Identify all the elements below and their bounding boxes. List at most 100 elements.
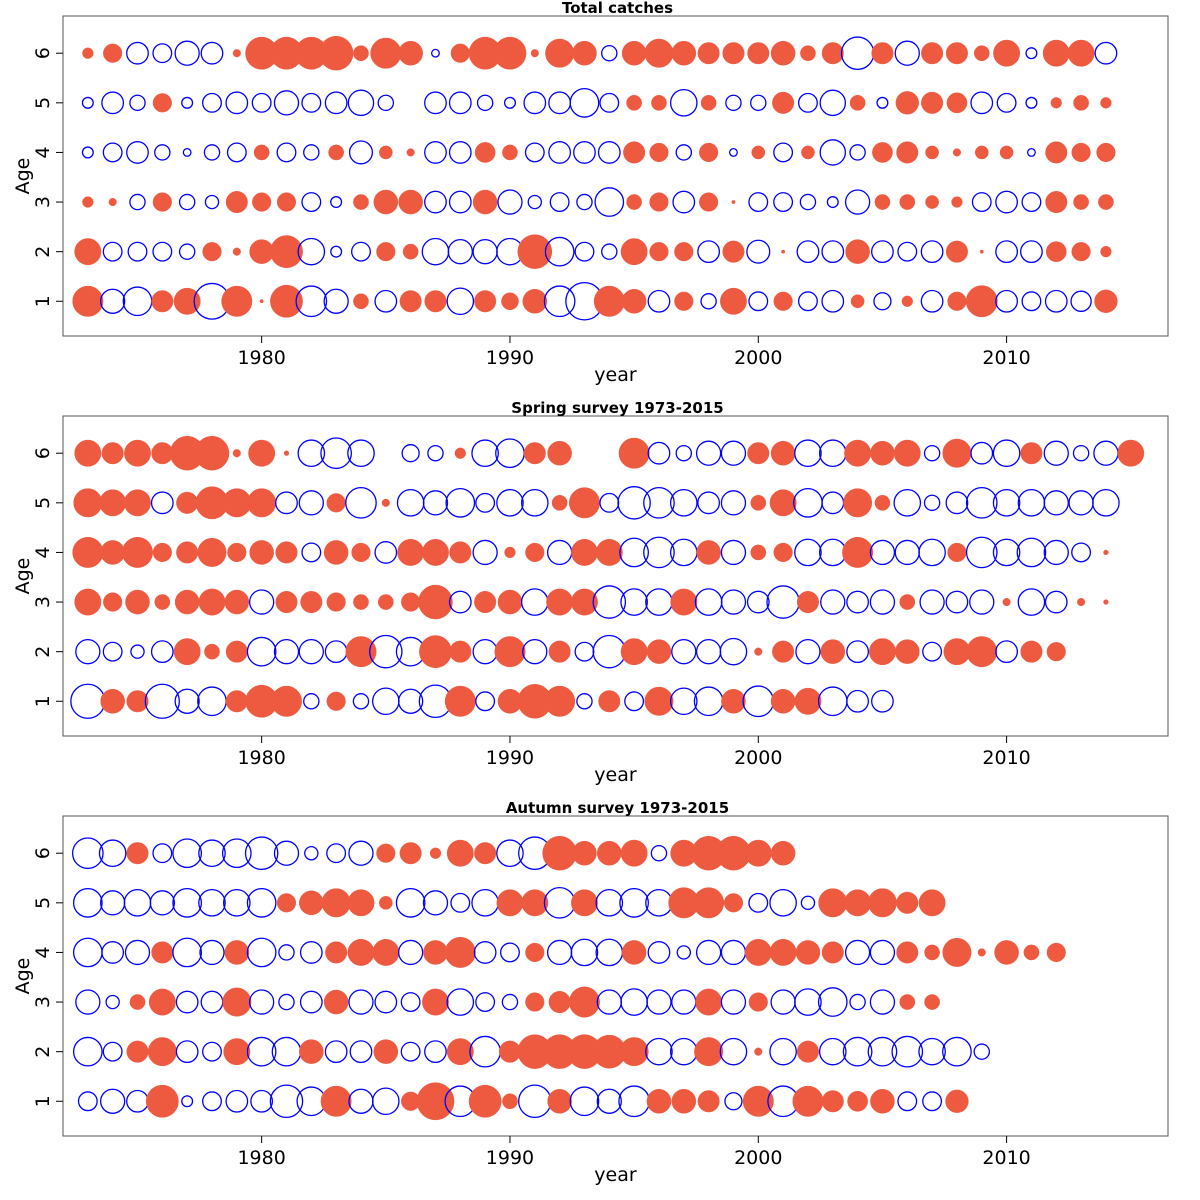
positive-bubble-age1-1983 xyxy=(320,1085,352,1117)
y-tick-label: 5 xyxy=(32,897,54,909)
positive-bubble-age2-2005 xyxy=(869,638,896,666)
positive-bubble-age3-2006 xyxy=(899,194,916,210)
negative-bubble-age3-1977 xyxy=(175,990,199,1014)
positive-bubble-age4-2009 xyxy=(974,145,989,160)
negative-bubble-age1-2011 xyxy=(1021,291,1042,312)
negative-bubble-age5-1975 xyxy=(123,889,152,917)
negative-bubble-age3-2005 xyxy=(869,989,896,1015)
positive-bubble-age6-1994 xyxy=(597,840,622,866)
negative-bubble-age1-1989 xyxy=(475,691,496,712)
positive-bubble-age5-1985 xyxy=(381,498,390,507)
negative-bubble-age3-2008 xyxy=(945,590,969,614)
positive-bubble-age4-1995 xyxy=(621,940,647,965)
positive-bubble-age3-1975 xyxy=(129,994,146,1010)
positive-bubble-age3-2012 xyxy=(1045,191,1068,214)
positive-bubble-age5-1979 xyxy=(222,488,252,518)
positive-bubble-age3-1982 xyxy=(300,591,323,614)
negative-bubble-age2-1998 xyxy=(697,240,721,264)
negative-bubble-age5-1987 xyxy=(424,91,447,115)
negative-bubble-age1-1979 xyxy=(225,1089,249,1113)
negative-bubble-age3-1997 xyxy=(671,989,697,1015)
y-tick-label: 4 xyxy=(32,546,54,558)
negative-bubble-age5-1981 xyxy=(275,491,298,515)
x-axis-label: year xyxy=(594,364,637,386)
positive-bubble-age3-2006 xyxy=(899,994,916,1010)
negative-bubble-age6-1981 xyxy=(273,840,300,866)
positive-bubble-age5-1991 xyxy=(521,889,549,917)
negative-bubble-age6-2003 xyxy=(818,439,847,468)
y-tick-label: 5 xyxy=(32,497,54,509)
negative-bubble-age6-2014 xyxy=(1093,440,1119,466)
positive-bubble-age6-2000 xyxy=(744,839,772,867)
positive-bubble-age4-1984 xyxy=(351,542,371,562)
negative-bubble-age3-1996 xyxy=(646,989,672,1015)
x-tick-label: 1980 xyxy=(237,747,285,769)
negative-bubble-age5-1991 xyxy=(523,91,547,115)
negative-bubble-age2-2003 xyxy=(821,240,845,264)
positive-bubble-age4-2001 xyxy=(773,542,793,562)
positive-bubble-age1-2014 xyxy=(1094,289,1118,313)
positive-bubble-age2-2001 xyxy=(772,640,795,663)
y-tick-label: 3 xyxy=(32,996,54,1008)
y-tick-label: 3 xyxy=(32,196,54,208)
negative-bubble-age1-1973 xyxy=(77,1091,98,1112)
negative-bubble-age5-1994 xyxy=(599,92,620,113)
positive-bubble-age4-2014 xyxy=(1103,549,1109,556)
positive-bubble-age2-2004 xyxy=(845,239,870,264)
positive-bubble-age6-1985 xyxy=(370,37,402,69)
positive-bubble-age5-2001 xyxy=(772,91,795,114)
positive-bubble-age4-1979 xyxy=(227,542,247,562)
negative-bubble-age2-1997 xyxy=(671,638,697,665)
negative-bubble-age3-1986 xyxy=(400,992,421,1013)
y-tick-label: 2 xyxy=(32,1046,54,1058)
negative-bubble-age2-1980 xyxy=(246,636,277,667)
negative-bubble-age3-1982 xyxy=(301,192,322,213)
positive-bubble-age4-1991 xyxy=(525,942,545,962)
negative-bubble-age5-1976 xyxy=(149,890,175,916)
negative-bubble-age5-1980 xyxy=(251,92,272,113)
positive-bubble-age5-1998 xyxy=(700,94,717,111)
negative-bubble-age4-2009 xyxy=(965,536,998,569)
negative-bubble-age6-1990 xyxy=(496,839,524,868)
positive-bubble-age1-1987 xyxy=(416,1082,455,1121)
positive-bubble-age5-2000 xyxy=(750,494,767,511)
negative-bubble-age4-1994 xyxy=(597,141,621,164)
negative-bubble-age3-1992 xyxy=(549,192,570,213)
negative-bubble-age3-1988 xyxy=(446,988,475,1016)
negative-bubble-age4-2005 xyxy=(869,539,896,566)
y-axis-label: Age xyxy=(12,958,34,995)
negative-bubble-age2-1989 xyxy=(469,1035,501,1068)
negative-bubble-age6-1984 xyxy=(347,439,375,468)
positive-bubble-age2-1979 xyxy=(223,1038,251,1066)
positive-bubble-age2-1990 xyxy=(498,1040,521,1063)
negative-bubble-age4-1982 xyxy=(301,542,322,563)
negative-bubble-age4-1992 xyxy=(546,939,573,966)
positive-bubble-age6-2009 xyxy=(973,45,990,62)
positive-bubble-age2-2014 xyxy=(1100,246,1112,258)
negative-bubble-age3-2004 xyxy=(846,590,870,614)
positive-bubble-age5-1985 xyxy=(378,895,393,910)
negative-bubble-age1-1985 xyxy=(371,687,400,716)
positive-bubble-age1-1994 xyxy=(598,690,621,713)
negative-bubble-age3-2009 xyxy=(971,192,992,213)
negative-bubble-age6-1983 xyxy=(320,437,353,470)
negative-bubble-age6-1996 xyxy=(650,844,668,862)
negative-bubble-age3-1974 xyxy=(105,994,120,1010)
positive-bubble-age5-2005 xyxy=(874,494,891,511)
negative-bubble-age3-1980 xyxy=(248,589,275,615)
positive-bubble-age4-2000 xyxy=(751,145,766,160)
negative-bubble-age5-1984 xyxy=(345,486,377,519)
negative-bubble-age5-1992 xyxy=(548,91,572,115)
positive-bubble-age3-2000 xyxy=(748,992,768,1012)
negative-bubble-age2-2011 xyxy=(1020,240,1043,264)
negative-bubble-age2-1980 xyxy=(246,1036,277,1067)
y-tick-label: 1 xyxy=(32,1095,54,1107)
positive-bubble-age4-2004 xyxy=(842,536,874,568)
positive-bubble-age6-1992 xyxy=(547,440,572,466)
negative-bubble-age5-2014 xyxy=(1092,489,1120,517)
positive-bubble-age6-1996 xyxy=(644,38,674,68)
negative-bubble-age5-1984 xyxy=(347,89,375,117)
positive-bubble-age2-2008 xyxy=(943,638,971,666)
negative-bubble-age2-1975 xyxy=(127,241,148,262)
positive-bubble-age5-2005 xyxy=(867,888,897,918)
